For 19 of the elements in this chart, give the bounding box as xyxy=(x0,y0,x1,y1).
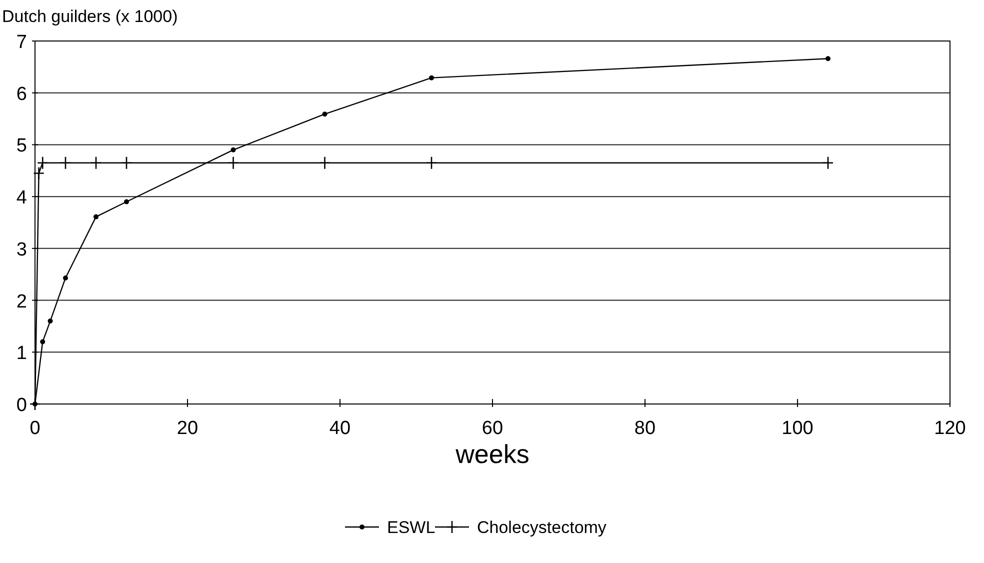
x-tick-label: 100 xyxy=(782,418,814,439)
y-axis-title: Dutch guilders (x 1000) xyxy=(2,7,178,26)
legend-label: Cholecystectomy xyxy=(477,518,607,537)
y-tick-label: 7 xyxy=(16,32,27,53)
x-tick-label: 60 xyxy=(482,418,504,439)
x-axis-title: weeks xyxy=(454,439,530,469)
x-tick-label: 80 xyxy=(634,418,656,439)
y-tick-label: 5 xyxy=(16,136,27,157)
x-tick-label: 20 xyxy=(176,418,198,439)
y-tick-label: 3 xyxy=(16,239,27,260)
x-tick-label: 120 xyxy=(934,418,966,439)
y-tick-label: 1 xyxy=(16,343,27,364)
y-tick-label: 0 xyxy=(16,395,27,416)
y-tick-label: 4 xyxy=(16,188,28,209)
x-tick-label: 40 xyxy=(329,418,351,439)
legend-label: ESWL xyxy=(387,518,436,537)
y-tick-label: 2 xyxy=(16,291,27,312)
x-tick-label: 0 xyxy=(30,418,40,439)
y-tick-label: 6 xyxy=(16,84,27,105)
